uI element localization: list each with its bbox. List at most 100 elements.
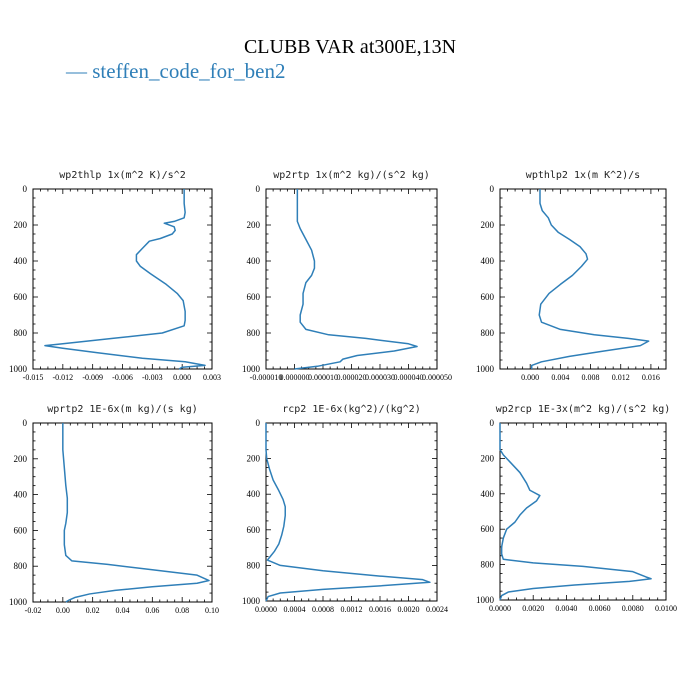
y-tick-label: 600 [247, 525, 261, 535]
series-line [44, 189, 206, 370]
x-tick-label: 0.0000 [489, 604, 511, 613]
x-tick-label: 0.0000 [255, 605, 277, 614]
y-tick-label: 1000 [242, 364, 261, 374]
y-tick-label: 1000 [9, 364, 28, 374]
plot-frame [265, 422, 438, 602]
plot-frame [32, 422, 213, 603]
y-tick-label: 0 [23, 418, 28, 428]
series-line [499, 423, 652, 601]
panel-6: wp2rcp 1E-3x(m^2 kg)/(s^2 kg)0 200 400 600 8… [476, 404, 677, 613]
x-tick-label: -0.02 [25, 606, 42, 615]
y-tick-label: 0 [23, 184, 28, 194]
y-tick-label: 400 [481, 256, 495, 266]
x-tick-label: 0.000020 [337, 373, 367, 382]
y-tick-label: 400 [14, 256, 28, 266]
y-tick-label: 200 [14, 454, 28, 464]
y-tick-label: 800 [247, 328, 261, 338]
x-tick-label: 0.00 [56, 606, 70, 615]
panel-title: rcp2 1E-6x(kg^2)/(kg^2) [282, 404, 420, 415]
x-tick-label: 0.0020 [522, 604, 544, 613]
x-tick-label: 0.000 [173, 373, 191, 382]
x-tick-label: 0.000050 [422, 373, 452, 382]
x-tick-label: 0.06 [145, 606, 159, 615]
panel-3: wpthlp2 1x(m K^2)/s 0 200 400 600 800 1000 0.00… [476, 170, 667, 382]
y-tick-label: 800 [14, 328, 28, 338]
y-tick-label: 0 [256, 184, 261, 194]
x-tick-label: 0.0024 [426, 605, 448, 614]
y-tick-label: 600 [481, 292, 495, 302]
x-tick-label: 0.000010 [308, 373, 338, 382]
y-tick-label: 0 [490, 184, 495, 194]
x-tick-label: 0.012 [612, 373, 630, 382]
legend-label: steffen_code_for_ben2 [92, 59, 286, 83]
x-tick-label: 0.008 [582, 373, 600, 382]
x-tick-label: 0.04 [116, 606, 130, 615]
x-tick-label: 0.08 [175, 606, 189, 615]
y-tick-label: 600 [481, 524, 495, 534]
x-tick-label: -0.006 [112, 373, 133, 382]
x-tick-label: 0.0004 [284, 605, 306, 614]
x-tick-label: 0.004 [551, 373, 569, 382]
y-tick-label: 0 [490, 418, 495, 428]
y-tick-label: 800 [481, 328, 495, 338]
x-tick-label: -0.012 [52, 373, 73, 382]
y-tick-label: 600 [14, 525, 28, 535]
series-line [265, 423, 431, 602]
y-tick-label: 200 [481, 220, 495, 230]
y-tick-label: 200 [14, 220, 28, 230]
panel-1: wp2thlp 1x(m^2 K)/s^202004006008001000-0… [9, 170, 221, 382]
x-tick-label: 0.0080 [622, 604, 644, 613]
x-tick-label: 0.0040 [555, 604, 577, 613]
panel-title: wp2thlp 1x(m^2 K)/s^2 [59, 170, 185, 181]
x-tick-label: 0.000000 [280, 373, 310, 382]
x-tick-label: -0.003 [142, 373, 163, 382]
y-tick-label: 200 [247, 220, 261, 230]
x-tick-label: 0.10 [205, 606, 219, 615]
y-tick-label: 1000 [476, 364, 495, 374]
y-tick-label: 600 [247, 292, 261, 302]
y-tick-label: 0 [256, 418, 261, 428]
y-tick-label: 200 [247, 454, 261, 464]
x-tick-label: 0.000040 [394, 373, 424, 382]
x-tick-label: -0.000010 [250, 373, 283, 382]
series-line [530, 189, 650, 369]
y-tick-label: 800 [247, 560, 261, 570]
panel-4: wprtp2 1E-6x(m kg)/(s kg) 0 200 400 600 800 10… [9, 404, 219, 615]
x-tick-label: 0.0100 [655, 604, 677, 613]
legend-entry: — steffen_code_for_ben2 [66, 59, 285, 84]
y-tick-label: 1000 [242, 596, 261, 606]
panel-title: wp2rtp 1x(m^2 kg)/(s^2 kg) [273, 170, 430, 181]
x-tick-label: -0.015 [23, 373, 44, 382]
plot-frame [265, 188, 438, 370]
y-tick-label: 400 [481, 489, 495, 499]
x-tick-label: 0.0020 [398, 605, 420, 614]
series-line [294, 189, 418, 370]
x-tick-label: 0.02 [86, 606, 100, 615]
panel-5: rcp2 1E-6x(kg^2)/(kg^2) 0 200 400 600 800 1000… [242, 404, 448, 614]
panel-2: wp2rtp 1x(m^2 kg)/(s^2 kg) 0 200 400 600 800 1… [242, 170, 452, 382]
x-tick-label: 0.000 [521, 373, 539, 382]
x-tick-label: 0.016 [642, 373, 660, 382]
x-tick-label: 0.003 [203, 373, 221, 382]
y-tick-label: 800 [481, 560, 495, 570]
y-tick-label: 400 [247, 489, 261, 499]
figure-title: CLUBB VAR at300E,13N [243, 36, 457, 58]
series-line [62, 423, 210, 603]
x-tick-label: 0.0008 [312, 605, 334, 614]
plot-frame [499, 422, 667, 601]
x-tick-label: -0.009 [82, 373, 103, 382]
x-tick-label: 0.0012 [341, 605, 363, 614]
x-tick-label: 0.0016 [369, 605, 391, 614]
y-tick-label: 800 [14, 561, 28, 571]
panel-title: wp2rcp 1E-3x(m^2 kg)/(s^2 kg) [496, 404, 671, 415]
y-tick-label: 400 [247, 256, 261, 266]
y-tick-label: 1000 [476, 595, 495, 605]
x-tick-label: 0.000030 [365, 373, 395, 382]
y-tick-label: 400 [14, 490, 28, 500]
y-tick-label: 1000 [9, 597, 28, 607]
panel-title: wpthlp2 1x(m K^2)/s [526, 170, 640, 181]
y-tick-label: 200 [481, 453, 495, 463]
x-tick-label: 0.0060 [589, 604, 611, 613]
